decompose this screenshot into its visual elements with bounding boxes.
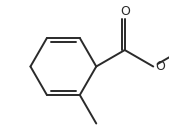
Text: O: O [120, 5, 130, 18]
Text: O: O [155, 60, 165, 73]
